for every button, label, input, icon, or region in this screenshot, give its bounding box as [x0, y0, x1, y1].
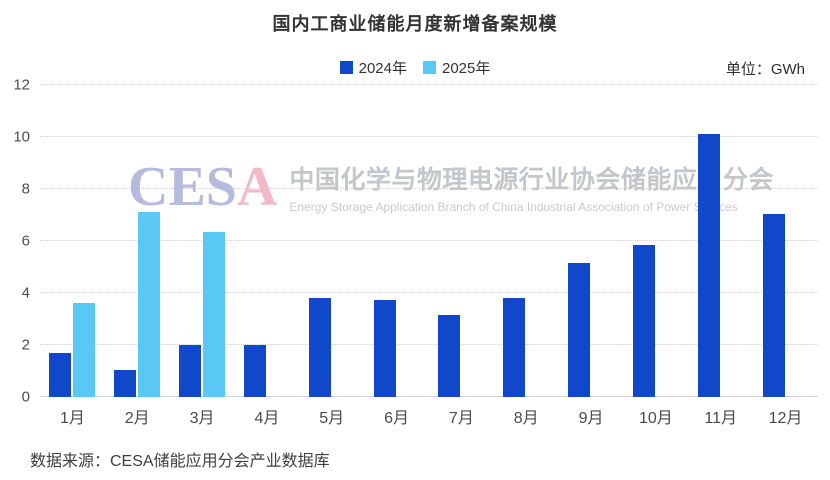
- bar-2024年-6月[interactable]: [373, 299, 396, 397]
- x-tick-label-8月: 8月: [513, 410, 539, 427]
- bar-slot-2025年-10月: [657, 85, 679, 397]
- x-tick-label-3月: 3月: [189, 410, 215, 427]
- bar-group-8月: [494, 85, 559, 397]
- gridline-8: [40, 188, 818, 189]
- x-tick-label-4月: 4月: [254, 410, 280, 427]
- bar-2025年-2月[interactable]: [138, 212, 161, 397]
- bar-slot-2025年-4月: [268, 85, 290, 397]
- bar-slot-2024年-10月: [632, 85, 655, 397]
- x-tick-label-2月: 2月: [124, 410, 150, 427]
- bar-group-12月: [753, 85, 818, 397]
- x-tick-label-1月: 1月: [59, 410, 85, 427]
- bar-2024年-7月[interactable]: [438, 315, 461, 397]
- bar-group-10月: [623, 85, 688, 397]
- bar-2024年-4月[interactable]: [243, 345, 266, 397]
- x-tick-label-6月: 6月: [384, 410, 409, 427]
- y-tick-label-4: 4: [21, 284, 30, 302]
- bar-group-7月: [429, 85, 494, 397]
- bar-slot-2024年-1月: [49, 85, 72, 397]
- gridline-12: [40, 84, 818, 85]
- y-tick-label-10: 10: [13, 128, 30, 146]
- bar-slot-2024年-4月: [243, 85, 266, 397]
- y-axis-labels: 0 2 4 6 8 10 12: [0, 78, 30, 405]
- bar-slot-2024年-5月: [308, 85, 331, 397]
- bar-slot-2024年-3月: [179, 85, 202, 397]
- bar-slot-2025年-2月: [138, 85, 161, 397]
- bar-2024年-9月[interactable]: [568, 263, 591, 397]
- gridline-10: [40, 136, 818, 137]
- bar-group-4月: [234, 85, 299, 397]
- bar-slot-2024年-8月: [503, 85, 526, 397]
- gridline-6: [40, 240, 818, 241]
- bar-group-11月: [688, 85, 753, 397]
- y-tick-label-2: 2: [21, 336, 30, 354]
- y-tick-label-6: 6: [21, 232, 30, 250]
- bar-2025年-1月[interactable]: [73, 303, 96, 397]
- x-tick-label-11月: 11月: [704, 410, 737, 427]
- x-axis-labels: 1月 2月 3月 4月 5月 6月 7月 8月 9月 10月 11月 12月: [40, 404, 818, 428]
- bar-slot-2024年-2月: [114, 85, 137, 397]
- legend-item-2024[interactable]: 2024年: [339, 57, 407, 78]
- bar-2024年-2月[interactable]: [114, 369, 137, 397]
- y-tick-label-12: 12: [13, 76, 30, 94]
- bar-slot-2025年-7月: [462, 85, 484, 397]
- bar-group-1月: [40, 85, 105, 397]
- bar-2024年-10月[interactable]: [632, 244, 655, 397]
- chart-title: 国内工商业储能月度新增备案规模: [272, 14, 558, 34]
- bar-slot-2024年-11月: [697, 85, 720, 397]
- bar-slot-2025年-8月: [527, 85, 549, 397]
- bar-slot-2024年-12月: [762, 85, 785, 397]
- bar-slot-2025年-11月: [722, 85, 744, 397]
- bar-slot-2024年-6月: [373, 85, 396, 397]
- x-tick-label-10月: 10月: [638, 410, 673, 427]
- bar-group-5月: [299, 85, 364, 397]
- x-tick-label-9月: 9月: [578, 410, 604, 427]
- legend: 2024年 2025年: [0, 57, 830, 78]
- x-axis-line: [40, 396, 818, 397]
- bar-slot-2025年-5月: [333, 85, 355, 397]
- bar-slot-2024年-9月: [568, 85, 591, 397]
- bar-slot-2025年-9月: [592, 85, 614, 397]
- bar-slot-2024年-7月: [438, 85, 461, 397]
- legend-swatch-2025: [423, 61, 436, 74]
- legend-label-2025: 2025年: [442, 60, 491, 77]
- bar-slot-2025年-1月: [73, 85, 96, 397]
- bar-2025年-3月[interactable]: [203, 231, 226, 397]
- y-tick-label-0: 0: [21, 388, 30, 406]
- bar-slot-2025年-12月: [787, 85, 809, 397]
- bar-group-3月: [170, 85, 235, 397]
- x-tick-label-12月: 12月: [768, 410, 803, 427]
- bars: [40, 85, 818, 397]
- legend-label-2024: 2024年: [358, 60, 407, 77]
- bar-2024年-8月[interactable]: [503, 298, 526, 397]
- unit-label: 单位：GWh: [725, 61, 805, 78]
- bar-group-9月: [559, 85, 624, 397]
- bar-2024年-11月[interactable]: [697, 134, 720, 397]
- legend-swatch-2024: [339, 61, 353, 74]
- bar-group-2月: [105, 85, 170, 397]
- x-tick-label-7月: 7月: [448, 410, 474, 427]
- bar-2024年-1月[interactable]: [49, 352, 72, 397]
- plot-area: CESA 中国化学与物理电源行业协会储能应用分会 Energy Storage …: [40, 84, 818, 397]
- legend-item-2025[interactable]: 2025年: [423, 57, 490, 78]
- bar-2024年-12月[interactable]: [762, 213, 785, 397]
- data-source-note: 数据来源：CESA储能应用分会产业数据库: [30, 453, 330, 470]
- bar-2024年-3月[interactable]: [179, 345, 202, 397]
- bar-2024年-5月[interactable]: [308, 298, 331, 397]
- bar-slot-2025年-6月: [398, 85, 420, 397]
- bar-slot-2025年-3月: [203, 85, 226, 397]
- y-tick-label-8: 8: [21, 180, 30, 198]
- bar-group-6月: [364, 85, 429, 397]
- gridline-4: [40, 292, 818, 293]
- x-tick-label-5月: 5月: [319, 410, 345, 427]
- gridline-2: [40, 344, 818, 345]
